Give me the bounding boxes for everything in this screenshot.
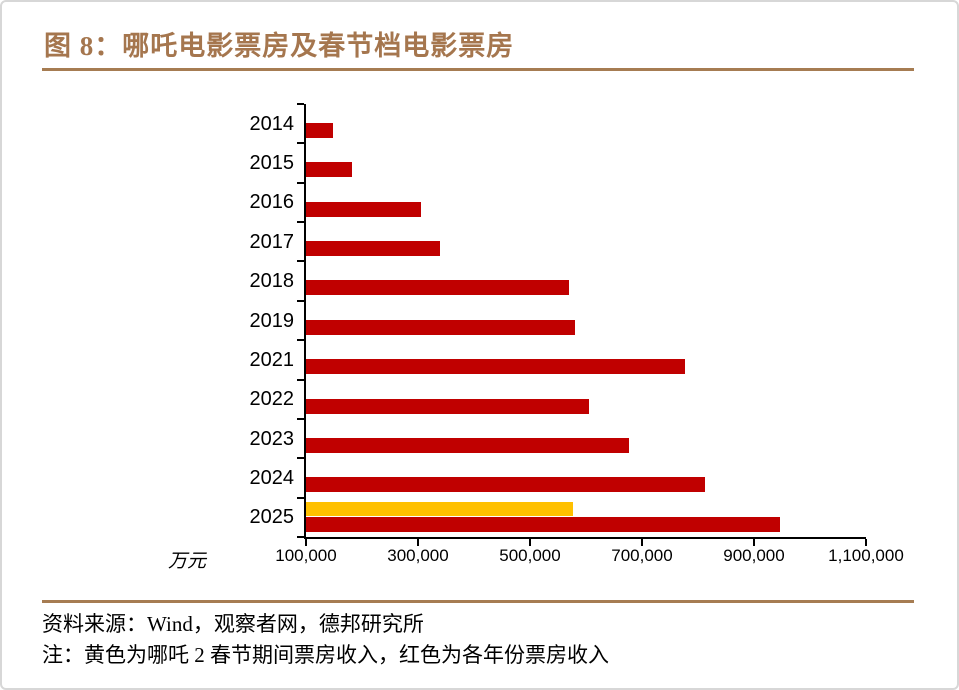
x-axis-tick <box>305 539 307 546</box>
y-axis-tick <box>297 142 304 145</box>
y-axis-tick <box>297 181 304 184</box>
x-axis-tick <box>865 539 867 546</box>
figure-title: 图 8：哪吒电影票房及春节档电影票房 <box>44 31 515 61</box>
y-axis-label-2016: 2016 <box>249 191 295 214</box>
x-axis-label-700000: 700,000 <box>611 546 673 565</box>
bar-red-2019 <box>306 319 575 335</box>
y-axis-tick <box>297 496 304 499</box>
axis-unit-label: 万元 <box>168 551 207 572</box>
x-axis-label-900000: 900,000 <box>723 546 785 565</box>
bar-red-2015 <box>306 162 352 178</box>
y-axis-label-2025: 2025 <box>249 506 295 529</box>
y-axis-label-2018: 2018 <box>249 270 295 293</box>
x-axis-label-300000: 300,000 <box>387 546 449 565</box>
y-axis-label-2019: 2019 <box>249 309 295 332</box>
bar-yellow-2025 <box>306 501 574 516</box>
bar-red-2017 <box>306 241 440 257</box>
footer-divider <box>42 600 914 603</box>
y-axis-label-2021: 2021 <box>249 348 295 371</box>
y-axis-tick <box>297 339 304 342</box>
bar-red-2025 <box>306 516 780 532</box>
y-axis-tick <box>297 260 304 263</box>
y-axis-label-2015: 2015 <box>249 152 295 175</box>
y-axis-label-2023: 2023 <box>249 427 295 450</box>
y-axis-tick <box>297 378 304 381</box>
y-axis-tick <box>297 536 304 538</box>
note-text: 注：黄色为哪吒 2 春节期间票房收入，红色为各年份票房收入 <box>42 643 609 667</box>
x-axis-label-100000: 100,000 <box>275 546 337 565</box>
x-axis-label-1100000: 1,100,000 <box>828 546 904 565</box>
bar-red-2024 <box>306 477 706 493</box>
y-axis-label-2022: 2022 <box>249 388 295 411</box>
y-axis-label-2024: 2024 <box>249 466 295 489</box>
plot-area: 2014 2015 2016 2017 2018 2019 2021 2022 2023 2024… <box>250 103 904 565</box>
bar-red-2016 <box>306 201 421 217</box>
source-text: 资料来源：Wind，观察者网，德邦研究所 <box>42 612 424 636</box>
x-axis-label-500000: 500,000 <box>499 546 561 565</box>
x-axis-tick <box>529 539 531 546</box>
x-axis-tick <box>641 539 643 546</box>
y-axis-tick <box>297 417 304 420</box>
bar-red-2014 <box>306 123 333 138</box>
y-axis-tick <box>297 457 304 460</box>
y-axis-label-2017: 2017 <box>249 230 295 253</box>
bar-red-2021 <box>306 359 686 375</box>
y-axis-tick <box>297 299 304 302</box>
bar-red-2023 <box>306 437 629 453</box>
y-axis-tick <box>297 221 304 224</box>
bar-red-2022 <box>306 398 589 414</box>
y-axis-tick <box>297 103 304 105</box>
title-underline <box>42 68 914 71</box>
y-axis-label-2014: 2014 <box>249 112 295 135</box>
x-axis-tick <box>753 539 755 546</box>
bar-red-2018 <box>306 280 570 296</box>
x-axis-tick <box>417 539 419 546</box>
